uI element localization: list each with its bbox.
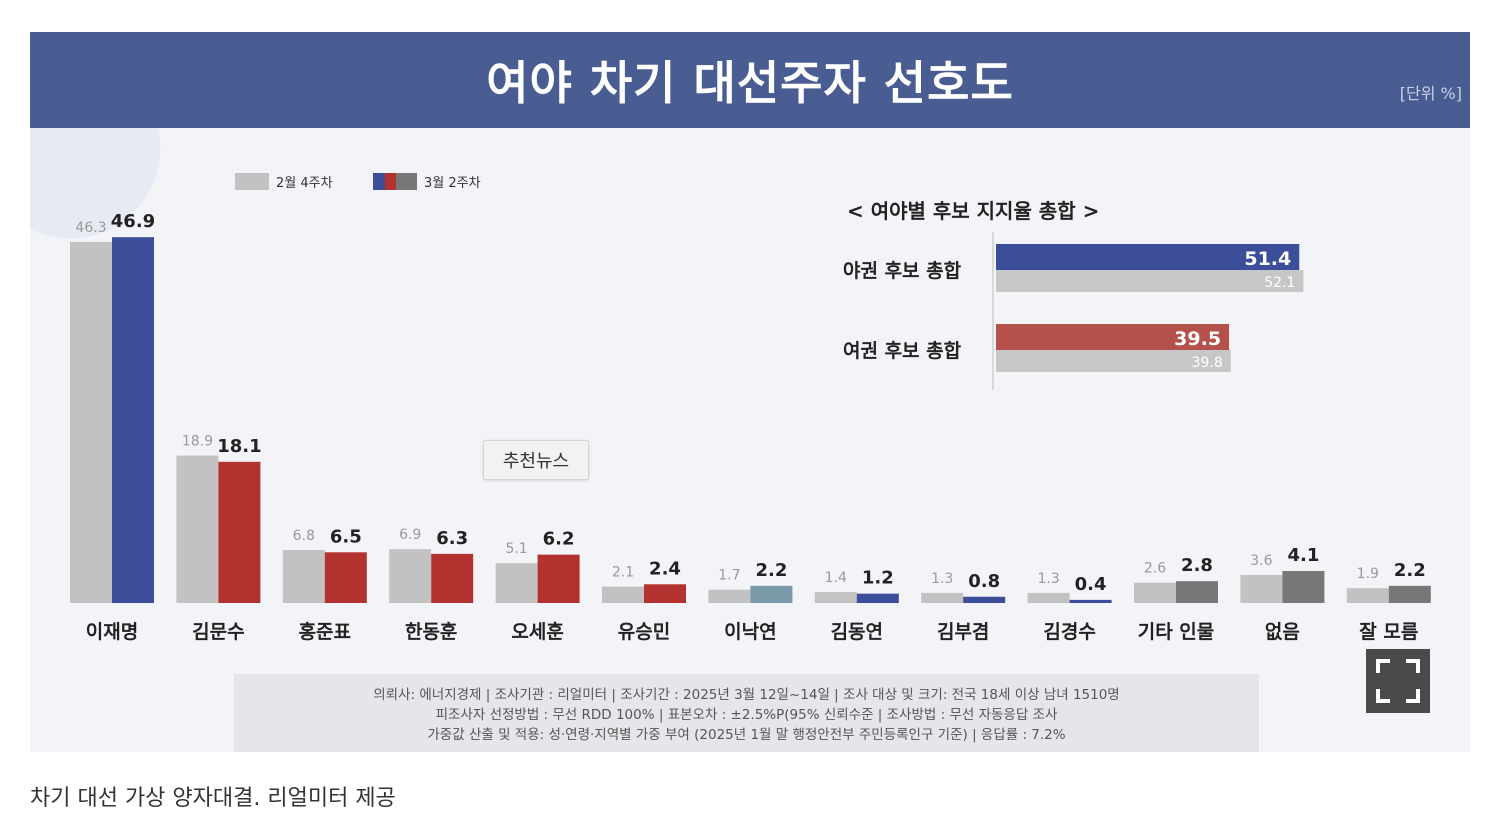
bar-curr-4 xyxy=(537,554,580,603)
bar-curr-10 xyxy=(1176,581,1218,603)
aggregate-bar-prev-1 xyxy=(996,350,1231,372)
bar-curr-12 xyxy=(1388,585,1431,603)
footnote-line-2: 피조사자 선정방법 : 무선 RDD 100% | 표본오차 : ±2.5%P(… xyxy=(435,707,1058,723)
bar-prev-12 xyxy=(1346,588,1389,603)
aggregate-title: < 여야별 후보 지지율 총합 > xyxy=(847,199,1099,223)
value-label-prev-1: 18.9 xyxy=(182,434,213,450)
legend-swatch-curr-gray xyxy=(396,173,417,190)
bar-prev-8 xyxy=(921,592,964,603)
main-bar-chart: 2월 4주차 3월 2주차 46.3 46.9 이재명 18.9 18.1 김문수 6.8 6… xyxy=(70,173,1431,643)
bar-prev-5 xyxy=(602,586,644,603)
fullscreen-icon xyxy=(1376,659,1420,703)
value-label-curr-9: 0.4 xyxy=(1075,574,1107,595)
aggregate-value-curr-1: 39.5 xyxy=(1174,328,1221,350)
chart-title: 여야 차기 대선주자 선호도 xyxy=(486,56,1014,110)
value-label-prev-3: 6.9 xyxy=(399,527,421,543)
category-label-0: 이재명 xyxy=(86,621,138,643)
category-label-7: 김동연 xyxy=(831,621,883,643)
category-label-1: 김문수 xyxy=(192,621,244,643)
value-label-curr-2: 6.5 xyxy=(330,526,362,547)
aggregate-category-1: 여권 후보 총합 xyxy=(843,340,962,362)
legend-swatch-prev xyxy=(235,173,269,190)
category-label-9: 김경수 xyxy=(1043,621,1095,643)
aggregate-bar-curr-0 xyxy=(996,244,1300,270)
legend-label-curr: 3월 2주차 xyxy=(424,176,481,191)
value-label-prev-12: 1.9 xyxy=(1357,566,1379,582)
value-label-curr-3: 6.3 xyxy=(436,528,468,549)
aggregate-value-prev-1: 39.8 xyxy=(1192,355,1223,371)
chart-header: 여야 차기 대선주자 선호도 [단위 %] xyxy=(30,32,1470,128)
value-label-prev-8: 1.3 xyxy=(931,571,953,587)
aggregate-category-0: 야권 후보 총합 xyxy=(843,260,962,282)
chart-image: 여야 차기 대선주자 선호도 [단위 %] 2월 4주차 3월 2주차 46.3… xyxy=(30,32,1470,752)
background-decoration xyxy=(30,128,190,248)
image-caption: 차기 대선 가상 양자대결. 리얼미터 제공 xyxy=(30,786,396,811)
bar-prev-9 xyxy=(1027,592,1070,603)
value-label-prev-5: 2.1 xyxy=(612,565,634,581)
value-label-curr-5: 2.4 xyxy=(649,558,681,579)
bar-curr-5 xyxy=(644,584,686,603)
aggregate-bar-curr-1 xyxy=(996,324,1230,350)
aggregate-value-curr-0: 51.4 xyxy=(1244,248,1291,270)
bar-prev-7 xyxy=(814,592,857,603)
bar-prev-6 xyxy=(708,589,751,603)
value-label-prev-6: 1.7 xyxy=(718,568,740,584)
value-label-curr-8: 0.8 xyxy=(968,571,1000,592)
category-label-4: 오세훈 xyxy=(511,620,563,643)
bar-curr-9 xyxy=(1069,599,1112,603)
bar-prev-2 xyxy=(282,549,325,603)
bar-curr-0 xyxy=(112,237,154,603)
aggregate-bar-prev-0 xyxy=(996,270,1304,292)
value-label-prev-9: 1.3 xyxy=(1037,571,1059,587)
aggregate-chart: < 여야별 후보 지지율 총합 > 야권 후보 총합 51.4 52.1 여권 후보 … xyxy=(843,199,1304,390)
value-label-curr-4: 6.2 xyxy=(543,529,575,550)
value-label-curr-12: 2.2 xyxy=(1394,560,1426,581)
value-label-prev-10: 2.6 xyxy=(1144,561,1166,577)
bar-curr-7 xyxy=(856,593,899,603)
value-label-prev-4: 5.1 xyxy=(505,541,527,557)
legend-swatch-curr-red xyxy=(385,173,396,190)
legend-label-prev: 2월 4주차 xyxy=(276,176,333,191)
bar-prev-4 xyxy=(495,563,538,603)
bar-prev-3 xyxy=(389,549,432,603)
footnote-line-1: 의뢰사: 에너지경제 | 조사기관 : 리얼미터 | 조사기간 : 2025년 … xyxy=(373,687,1120,703)
category-label-5: 유승민 xyxy=(618,621,670,643)
aggregate-value-prev-0: 52.1 xyxy=(1264,275,1295,291)
expand-image-button[interactable] xyxy=(1366,649,1430,713)
bar-prev-10 xyxy=(1134,582,1176,603)
value-label-curr-11: 4.1 xyxy=(1287,545,1319,566)
bar-curr-3 xyxy=(431,553,474,603)
main-bars: 46.3 46.9 이재명 18.9 18.1 김문수 6.8 6.5 홍준표 6.9 6.3 한동훈… xyxy=(70,211,1431,643)
bar-curr-8 xyxy=(963,596,1006,603)
recommended-news-badge[interactable]: 추천뉴스 xyxy=(483,440,589,480)
value-label-curr-7: 1.2 xyxy=(862,568,894,589)
category-label-11: 없음 xyxy=(1265,621,1300,643)
value-label-prev-7: 1.4 xyxy=(825,570,847,586)
value-label-curr-6: 2.2 xyxy=(755,560,787,581)
category-label-10: 기타 인물 xyxy=(1138,621,1215,643)
value-label-prev-2: 6.8 xyxy=(293,528,315,544)
value-label-curr-1: 18.1 xyxy=(217,436,261,457)
footnote-line-3: 가중값 산출 및 적용: 성·연령·지역별 가중 부여 (2025년 1월 말 … xyxy=(427,727,1066,743)
category-label-6: 이낙연 xyxy=(724,621,776,643)
bar-curr-6 xyxy=(750,585,793,603)
value-label-curr-0: 46.9 xyxy=(111,211,155,232)
survey-footnote: 의뢰사: 에너지경제 | 조사기관 : 리얼미터 | 조사기간 : 2025년 … xyxy=(234,674,1259,752)
legend-swatch-curr-blue xyxy=(373,173,385,190)
value-label-prev-0: 46.3 xyxy=(75,220,106,236)
category-label-8: 김부겸 xyxy=(937,621,989,643)
bar-prev-0 xyxy=(70,241,112,604)
bar-curr-2 xyxy=(324,552,367,603)
category-label-2: 홍준표 xyxy=(299,620,351,643)
bar-curr-1 xyxy=(218,461,261,603)
category-label-12: 잘 모름 xyxy=(1359,621,1418,643)
value-label-curr-10: 2.8 xyxy=(1181,555,1213,576)
bar-prev-11 xyxy=(1240,574,1283,603)
bar-prev-1 xyxy=(176,455,219,603)
category-label-3: 한동훈 xyxy=(405,620,457,643)
unit-label: [단위 %] xyxy=(1399,84,1462,103)
legend: 2월 4주차 3월 2주차 xyxy=(235,173,481,191)
value-label-prev-11: 3.6 xyxy=(1250,553,1272,569)
bar-curr-11 xyxy=(1282,571,1325,603)
